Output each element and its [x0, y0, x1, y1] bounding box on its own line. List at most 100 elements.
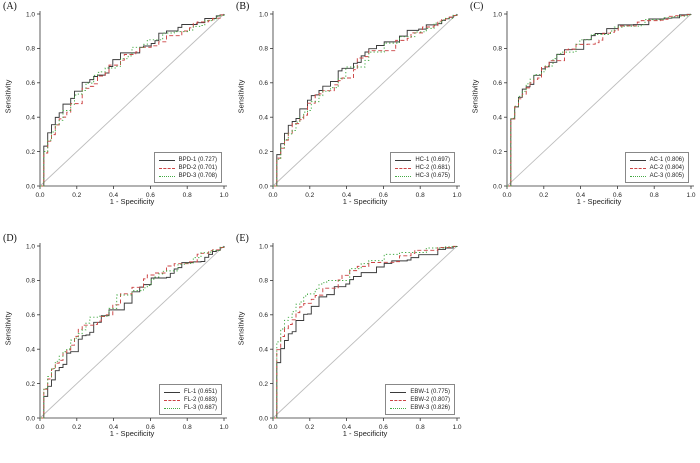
y-axis-label: Sensitivity: [3, 79, 13, 114]
roc-plot-e: 0.00.0 0.2 0.2 0.4 0.4 0.6 0.6 0.8 0.8 1.0 1.0: [259, 243, 462, 431]
svg-text:0.2: 0.2: [26, 149, 35, 156]
panel-letter: (B): [236, 1, 250, 12]
svg-text:0.0: 0.0: [502, 192, 511, 199]
dotted-line-icon: [390, 407, 407, 409]
solid-line-icon: [163, 391, 180, 393]
svg-text:0.8: 0.8: [650, 192, 659, 199]
dotted-line-icon: [395, 175, 412, 177]
roc-panel-c: 0.0 0.0 0.2 0.2 0.4 0.4 0.6 0.6 0.8 0.8 1.0 1.0 (C)…: [467, 0, 700, 231]
svg-text:0.4: 0.4: [109, 424, 118, 431]
svg-text:0.8: 0.8: [183, 192, 192, 199]
svg-text:0.2: 0.2: [72, 424, 81, 431]
svg-text:0.6: 0.6: [26, 312, 35, 319]
svg-text:0.0: 0.0: [259, 415, 268, 422]
legend-label: AC-2 (0.804): [649, 165, 684, 171]
svg-text:1.0: 1.0: [452, 424, 461, 431]
svg-text:1.0: 1.0: [259, 243, 268, 250]
svg-text:0.8: 0.8: [26, 278, 35, 285]
legend-label: BPD-3 (0.708): [178, 173, 217, 179]
legend-row: BPD-3 (0.708): [158, 172, 217, 180]
legend-row: BPD-1 (0.727): [158, 156, 217, 164]
roc-plot-b: 0.00.0 0.2 0.2 0.4 0.4 0.6 0.6 0.8 0.8 1.0 1.0: [259, 11, 462, 199]
x-axis-label: 1 - Specificity: [342, 197, 388, 206]
legend-label: HC-3 (0.675): [415, 173, 450, 179]
svg-text:0.2: 0.2: [259, 381, 268, 388]
svg-text:0.4: 0.4: [259, 347, 268, 354]
svg-text:0.2: 0.2: [259, 149, 268, 156]
legend-row: FL-1 (0.651): [163, 388, 217, 396]
dashed-line-icon: [158, 167, 175, 169]
svg-text:0.2: 0.2: [305, 424, 314, 431]
roc-plot-d: 0.00.0 0.2 0.2 0.4 0.4 0.6 0.6 0.8 0.8 1.0 1.0: [26, 243, 229, 431]
svg-text:0.6: 0.6: [26, 80, 35, 87]
solid-line-icon: [395, 159, 412, 161]
svg-text:0.2: 0.2: [72, 192, 81, 199]
legend-row: AC-3 (0.805): [629, 172, 684, 180]
svg-text:1.0: 1.0: [686, 192, 695, 199]
panel-letter: (D): [3, 233, 17, 244]
solid-line-icon: [158, 159, 175, 161]
legend-label: EBW-1 (0.775): [410, 389, 450, 395]
legend-row: HC-2 (0.681): [395, 164, 450, 172]
legend-row: AC-2 (0.804): [629, 164, 684, 172]
svg-text:0.4: 0.4: [26, 347, 35, 354]
legend-row: BPD-2 (0.701): [158, 164, 217, 172]
svg-text:0.8: 0.8: [26, 46, 35, 53]
roc-legend: FL-1 (0.651) FL-2 (0.683) FL-3 (0.687): [158, 384, 222, 415]
dashed-line-icon: [395, 167, 412, 169]
roc-panel-b: 0.0 0.0 0.2 0.2 0.4 0.4 0.6 0.6 0.8 0.8 1.0 1.0 (B)…: [233, 0, 466, 231]
svg-text:0.4: 0.4: [342, 192, 351, 199]
svg-text:0.8: 0.8: [493, 46, 502, 53]
svg-text:0.0: 0.0: [35, 424, 44, 431]
svg-text:0.4: 0.4: [259, 115, 268, 122]
svg-text:0.6: 0.6: [146, 424, 155, 431]
legend-label: FL-2 (0.683): [183, 397, 217, 403]
legend-label: AC-3 (0.805): [649, 173, 684, 179]
dotted-line-icon: [158, 175, 175, 177]
svg-text:0.4: 0.4: [493, 115, 502, 122]
y-axis-label: Sensitivity: [3, 311, 13, 346]
svg-text:1.0: 1.0: [26, 243, 35, 250]
svg-text:0.8: 0.8: [259, 46, 268, 53]
y-axis-label: Sensitivity: [236, 79, 246, 114]
legend-label: AC-1 (0.806): [649, 157, 684, 163]
svg-text:0.6: 0.6: [379, 192, 388, 199]
svg-text:0.4: 0.4: [109, 192, 118, 199]
svg-text:1.0: 1.0: [452, 192, 461, 199]
svg-text:0.6: 0.6: [379, 424, 388, 431]
svg-text:0.8: 0.8: [183, 424, 192, 431]
legend-label: EBW-2 (0.807): [410, 397, 450, 403]
svg-text:0.6: 0.6: [259, 80, 268, 87]
svg-text:0.2: 0.2: [26, 381, 35, 388]
legend-row: HC-1 (0.697): [395, 156, 450, 164]
svg-text:0.2: 0.2: [539, 192, 548, 199]
svg-text:0.2: 0.2: [305, 192, 314, 199]
svg-text:0.0: 0.0: [268, 192, 277, 199]
svg-text:1.0: 1.0: [493, 11, 502, 18]
svg-text:0.0: 0.0: [26, 183, 35, 190]
x-axis-label: 1 - Specificity: [109, 429, 155, 438]
legend-label: BPD-2 (0.701): [178, 165, 217, 171]
x-axis-label: 1 - Specificity: [576, 197, 622, 206]
legend-label: HC-2 (0.681): [415, 165, 450, 171]
svg-text:0.0: 0.0: [35, 192, 44, 199]
svg-text:1.0: 1.0: [26, 11, 35, 18]
legend-row: EBW-1 (0.775): [390, 388, 450, 396]
dotted-line-icon: [163, 407, 180, 409]
x-axis-label: 1 - Specificity: [109, 197, 155, 206]
dashed-line-icon: [163, 399, 180, 401]
x-axis-label: 1 - Specificity: [342, 429, 388, 438]
svg-text:0.8: 0.8: [416, 192, 425, 199]
legend-label: EBW-3 (0.826): [410, 405, 450, 411]
svg-text:0.4: 0.4: [576, 192, 585, 199]
roc-legend: AC-1 (0.806) AC-2 (0.804) AC-3 (0.805): [624, 152, 689, 183]
panel-letter: (A): [3, 1, 17, 12]
roc-legend: EBW-1 (0.775) EBW-2 (0.807) EBW-3 (0.826…: [385, 384, 455, 415]
legend-row: AC-1 (0.806): [629, 156, 684, 164]
y-axis-label: Sensitivity: [236, 311, 246, 346]
panel-letter: (E): [236, 233, 249, 244]
roc-plot-a: 0.00.0 0.2 0.2 0.4 0.4 0.6 0.6 0.8 0.8 1.0 1.0: [26, 11, 229, 199]
roc-legend: HC-1 (0.697) HC-2 (0.681) HC-3 (0.675): [390, 152, 455, 183]
legend-row: HC-3 (0.675): [395, 172, 450, 180]
